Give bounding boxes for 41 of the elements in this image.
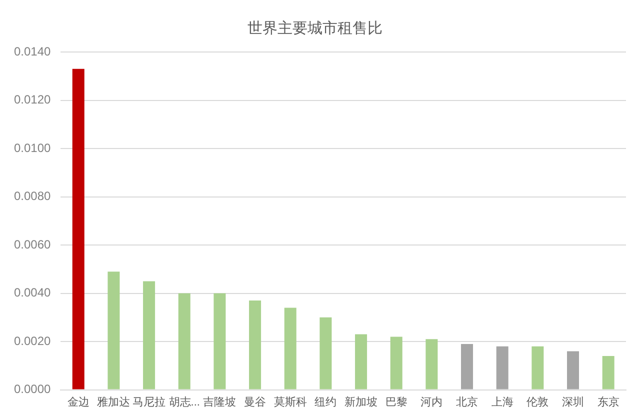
bar [72,68,84,390]
x-tick-label: 纽约 [314,396,337,408]
bar [214,293,226,390]
bar [320,317,332,390]
bar [143,281,156,390]
x-tick-label: 上海 [491,395,514,408]
bar [602,356,614,390]
x-tick-label: 金边 [67,395,90,408]
bar [284,308,296,390]
bar [249,300,262,390]
x-tick-label: 北京 [456,395,478,408]
x-tick-label: 深圳 [562,395,584,408]
bar [566,351,580,390]
x-tick-label: 莫斯科 [274,395,307,408]
y-tick-label: 0.0060 [14,237,52,252]
x-tick-label: 吉隆坡 [203,395,236,408]
x-tick-label: 胡志... [168,395,200,408]
bar [496,346,508,390]
x-tick-label: 河内 [420,395,443,408]
bar [178,293,190,390]
bar [390,336,402,390]
y-tick-label: 0.0100 [14,140,52,155]
y-tick-label: 0.0080 [14,189,52,204]
x-tick-label: 伦敦 [526,395,549,408]
chart-title: 世界主要城市租售比 [248,20,382,38]
x-tick-label: 曼谷 [244,396,266,408]
x-tick-label: 马尼拉 [132,396,166,408]
y-tick-label: 0.0020 [14,334,52,348]
bar [461,344,474,390]
bar [355,334,368,390]
y-tick-label: 0.0140 [14,44,52,58]
x-tick-label: 雅加达 [97,395,130,408]
bar [108,272,120,390]
x-tick-label: 东京 [597,395,620,408]
y-tick-label: 0.0040 [14,286,52,300]
y-tick-label: 0.0000 [14,382,52,396]
bar [426,339,438,390]
bar [532,346,544,390]
y-tick-label: 0.0120 [14,92,52,107]
x-tick-label: 新加坡 [344,395,378,408]
x-tick-label: 巴黎 [385,396,408,408]
